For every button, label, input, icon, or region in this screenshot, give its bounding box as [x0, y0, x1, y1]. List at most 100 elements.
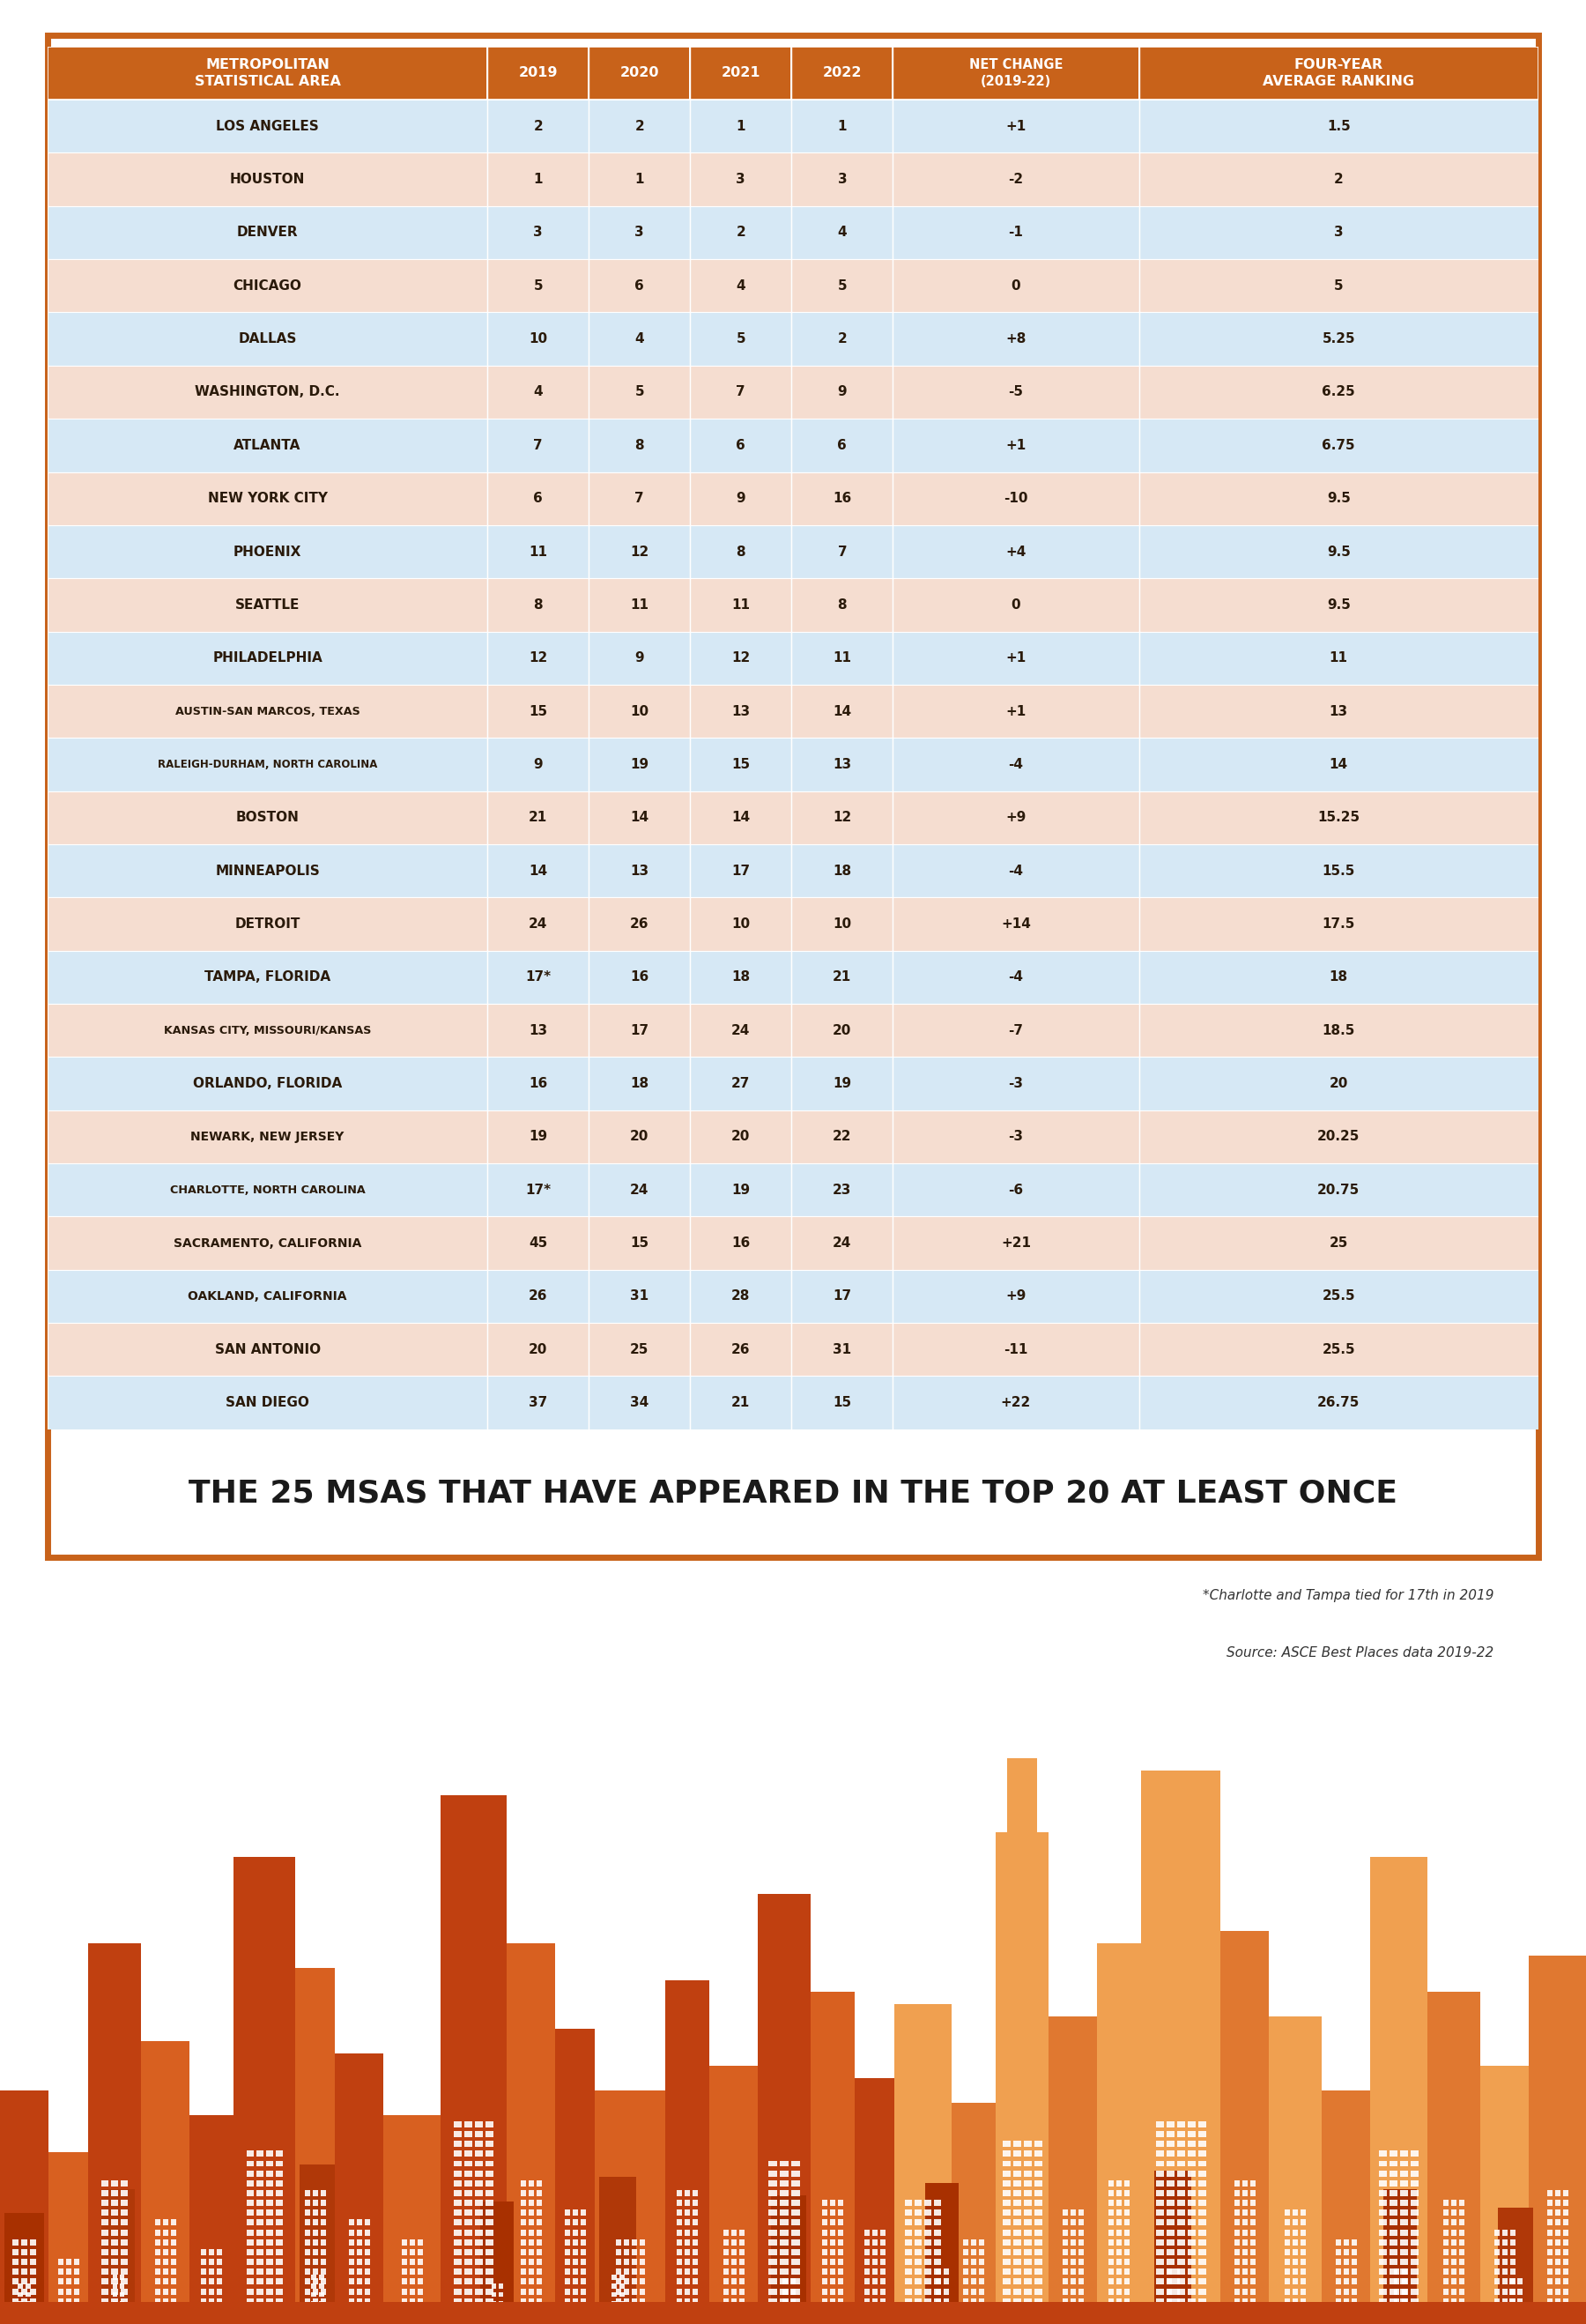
Bar [1293, 2259, 1297, 2266]
Bar [89, 1943, 141, 2324]
Bar [588, 1111, 690, 1164]
Bar [528, 2268, 533, 2275]
Bar [1124, 2259, 1129, 2266]
Bar [925, 2229, 931, 2236]
Bar [536, 2250, 541, 2254]
Bar [837, 2259, 844, 2266]
Bar [1177, 2122, 1185, 2126]
Bar [906, 2298, 912, 2305]
Bar [1378, 2229, 1386, 2236]
Bar [685, 2289, 690, 2294]
Bar [217, 2259, 222, 2266]
Bar [782, 2289, 787, 2294]
Bar [1459, 2219, 1464, 2226]
Text: 2019: 2019 [519, 67, 558, 79]
Bar [971, 2278, 977, 2284]
Bar [1023, 2298, 1031, 2305]
Bar [155, 2240, 160, 2245]
Text: 11: 11 [630, 597, 649, 611]
Bar [588, 1164, 690, 1215]
Bar [266, 2180, 273, 2187]
Bar [528, 2308, 533, 2315]
Bar [1174, 2278, 1180, 2284]
Bar [171, 2289, 176, 2294]
Text: OAKLAND, CALIFORNIA: OAKLAND, CALIFORNIA [189, 1290, 347, 1301]
Text: 34: 34 [630, 1397, 649, 1408]
Bar [349, 2298, 354, 2305]
Bar [1234, 2278, 1239, 2284]
Text: 14: 14 [731, 811, 750, 825]
Bar [276, 2161, 282, 2166]
Bar [723, 2308, 728, 2315]
Bar [1117, 2278, 1121, 2284]
Bar [791, 2308, 799, 2315]
Bar [485, 2189, 493, 2196]
Bar [1188, 2259, 1196, 2266]
Bar [1443, 2289, 1448, 2294]
Bar [855, 2078, 895, 2324]
Bar [1139, 790, 1538, 844]
Bar [233, 1857, 295, 2324]
Bar [1117, 2229, 1121, 2236]
Bar [1139, 311, 1538, 365]
Bar [690, 153, 791, 207]
Bar [1002, 2150, 1010, 2157]
Bar [246, 2219, 254, 2226]
Bar [487, 100, 588, 153]
Bar [893, 1164, 1139, 1215]
Bar [1078, 2259, 1083, 2266]
Bar [1394, 2278, 1399, 2284]
Bar [465, 2308, 473, 2315]
Bar [536, 2180, 541, 2187]
Bar [25, 2301, 30, 2305]
Text: 20: 20 [528, 1343, 547, 1357]
Bar [454, 2229, 462, 2236]
Bar [915, 2250, 921, 2254]
Bar [1443, 2250, 1448, 2254]
Bar [1293, 2219, 1297, 2226]
Bar [1177, 2278, 1185, 2284]
Text: 18: 18 [731, 971, 750, 983]
Bar [1197, 2250, 1205, 2254]
Text: -4: -4 [1009, 971, 1023, 983]
Bar [162, 2298, 168, 2305]
Bar [739, 2240, 744, 2245]
Bar [791, 153, 893, 207]
Bar [782, 2278, 787, 2284]
Bar [487, 897, 588, 951]
Bar [49, 2152, 89, 2324]
Bar [1242, 2201, 1247, 2205]
Bar [1410, 2229, 1418, 2236]
Bar [1117, 2308, 1121, 2315]
Bar [1400, 2240, 1408, 2245]
Bar [1174, 2308, 1180, 2315]
Bar [57, 2278, 63, 2284]
Bar [357, 2259, 362, 2266]
Bar [465, 2229, 473, 2236]
Bar [1078, 2210, 1083, 2215]
Bar [487, 686, 588, 739]
Bar [1177, 2180, 1185, 2187]
Bar [1410, 2240, 1418, 2245]
Bar [121, 2201, 128, 2205]
Bar [768, 2180, 777, 2187]
Bar [1400, 2180, 1408, 2187]
Bar [588, 951, 690, 1004]
Bar [1063, 2308, 1067, 2315]
Text: 20.75: 20.75 [1318, 1183, 1359, 1197]
Bar [276, 2180, 282, 2187]
Text: 26.75: 26.75 [1318, 1397, 1359, 1408]
Bar [1002, 2171, 1010, 2178]
Bar [677, 2259, 682, 2266]
Bar [1562, 2259, 1569, 2266]
Bar [48, 951, 487, 1004]
Bar [693, 2210, 698, 2215]
Bar [48, 311, 487, 365]
Bar [864, 2289, 869, 2294]
Bar [690, 1376, 791, 1429]
Bar [276, 2219, 282, 2226]
Bar [979, 2250, 985, 2254]
Bar [1013, 2210, 1021, 2215]
Bar [485, 2131, 493, 2138]
Bar [1242, 2259, 1247, 2266]
